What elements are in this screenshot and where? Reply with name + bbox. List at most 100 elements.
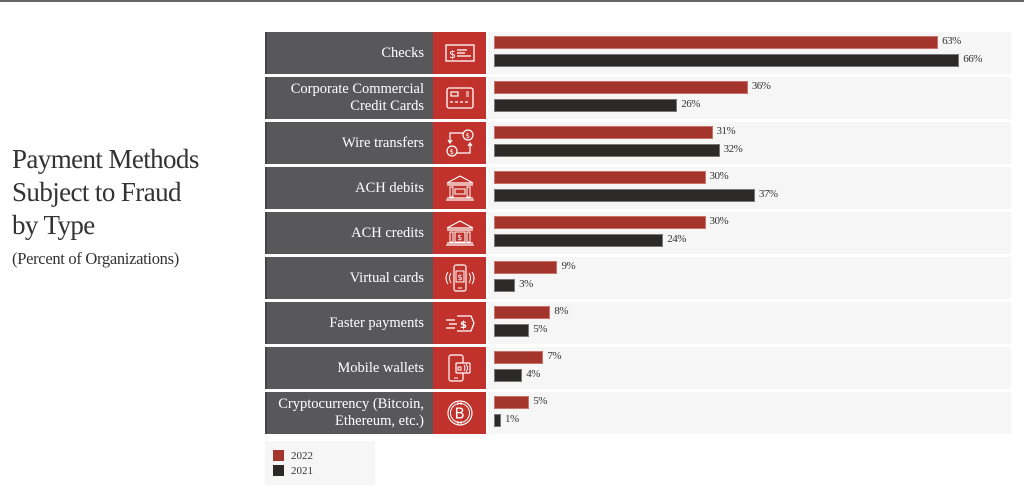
category-label: ACH credits: [265, 212, 433, 254]
legend: 2022 2021: [265, 441, 375, 485]
bar-panel: 7% 4%: [488, 347, 1011, 389]
category-label: Cryptocurrency (Bitcoin, Ethereum, etc.): [265, 392, 433, 434]
bar-panel: 5% 1%: [488, 392, 1011, 434]
value-label-2021: 26%: [681, 98, 700, 110]
phone-payment-icon: $: [433, 257, 486, 299]
bitcoin-icon: B: [433, 392, 486, 434]
value-label-2021: 3%: [519, 278, 533, 290]
svg-text:$: $: [449, 48, 456, 61]
category-label: Wire transfers: [265, 122, 433, 164]
value-label-2022: 9%: [561, 260, 576, 272]
chart-row: Faster payments $8% 5%: [265, 302, 1011, 344]
bar-2021: [494, 54, 960, 67]
bank-dollar-icon: $: [433, 212, 486, 254]
bar-2021: [494, 414, 502, 427]
title-line-3: by Type: [12, 210, 95, 240]
svg-text:$: $: [460, 320, 467, 331]
value-label-2022: 36%: [751, 80, 771, 92]
value-label-2021: 5%: [533, 323, 547, 335]
category-label-line: Checks: [381, 44, 424, 61]
bar-2022: [494, 126, 713, 139]
bar-2022: [494, 306, 551, 319]
bar-2021: [494, 99, 678, 112]
value-label-2021: 37%: [758, 188, 778, 200]
legend-swatch-2021: [273, 465, 284, 476]
value-label-2021: 66%: [963, 53, 982, 65]
bar-2021: [494, 144, 720, 157]
category-label-line: Virtual cards: [349, 269, 424, 286]
chart-row: Corporate Commercial Credit Cards 36% 26%: [265, 77, 1011, 119]
bar-2022: [494, 81, 748, 94]
category-label: Virtual cards: [265, 257, 433, 299]
bar-panel: 63% 66%: [488, 32, 1011, 74]
bar-2022: [494, 171, 706, 184]
title-line-2: Subject to Fraud: [12, 177, 181, 207]
value-label-2022: 8%: [554, 305, 569, 317]
mobile-wallet-icon: [433, 347, 486, 389]
legend-swatch-2022: [273, 450, 284, 461]
bar-panel: 8% 5%: [488, 302, 1011, 344]
value-label-2021: 4%: [526, 368, 540, 380]
title-line-1: Payment Methods: [12, 144, 199, 174]
bar-2022: [494, 261, 558, 274]
bank-icon: [433, 167, 486, 209]
bar-2021: [494, 369, 523, 382]
credit-card-icon: [433, 77, 486, 119]
fast-money-icon: $: [433, 302, 486, 344]
category-label: Faster payments: [265, 302, 433, 344]
category-label-line: Credit Cards: [350, 98, 424, 114]
bar-2021: [494, 324, 530, 337]
legend-label-2022: 2022: [291, 449, 313, 462]
svg-text:$: $: [457, 233, 462, 242]
chart-row: ACH credits $30% 24%: [265, 212, 1011, 254]
category-label-line: Wire transfers: [342, 134, 424, 151]
svg-text:$: $: [449, 148, 453, 156]
wire-transfer-icon: $ $: [433, 122, 486, 164]
value-label-2021: 24%: [667, 233, 686, 245]
value-label-2022: 30%: [709, 170, 729, 182]
chart-row: Wire transfers $ $31% 32%: [265, 122, 1011, 164]
category-label-line: Ethereum, etc.): [335, 413, 424, 429]
category-label-line: Faster payments: [329, 314, 424, 331]
legend-item-2021: 2021: [273, 463, 375, 478]
bar-panel: 36% 26%: [488, 77, 1011, 119]
bar-panel: 9% 3%: [488, 257, 1011, 299]
chart-row: Virtual cards $9% 3%: [265, 257, 1011, 299]
value-label-2022: 31%: [716, 125, 736, 137]
chart-subtitle: (Percent of Organizations): [12, 249, 179, 268]
bar-panel: 30% 24%: [488, 212, 1011, 254]
chart-title: Payment Methods Subject to Fraud by Type: [12, 143, 252, 242]
legend-item-2022: 2022: [273, 448, 375, 463]
bar-chart: Checks $63% 66% Corporate Commercial Credit …: [265, 32, 1011, 437]
title-block: Payment Methods Subject to Fraud by Type…: [12, 143, 252, 270]
legend-label-2021: 2021: [291, 464, 313, 477]
check-icon: $: [433, 32, 486, 74]
chart-row: Mobile wallets 7% 4%: [265, 347, 1011, 389]
bar-panel: 30% 37%: [488, 167, 1011, 209]
bar-2021: [494, 279, 516, 292]
value-label-2021: 32%: [723, 143, 743, 155]
bar-2022: [494, 216, 706, 229]
svg-text:$: $: [457, 273, 462, 282]
bar-2021: [494, 234, 664, 247]
category-label-line: Mobile wallets: [337, 359, 424, 376]
value-label-2021: 1%: [505, 413, 519, 425]
category-label: ACH debits: [265, 167, 433, 209]
bar-2022: [494, 351, 544, 364]
category-label: Mobile wallets: [265, 347, 433, 389]
bar-2021: [494, 189, 755, 202]
category-label: Corporate Commercial Credit Cards: [265, 77, 433, 119]
chart-row: Cryptocurrency (Bitcoin, Ethereum, etc.) B…: [265, 392, 1011, 434]
top-rule: [0, 0, 1024, 2]
svg-text:B: B: [454, 405, 464, 423]
svg-text:$: $: [465, 132, 469, 140]
chart-row: ACH debits 30% 37%: [265, 167, 1011, 209]
bar-2022: [494, 36, 939, 49]
category-label-line: ACH credits: [351, 224, 424, 241]
category-label-line: ACH debits: [355, 179, 424, 196]
bar-panel: 31% 32%: [488, 122, 1011, 164]
value-label-2022: 5%: [533, 395, 547, 407]
chart-row: Checks $63% 66%: [265, 32, 1011, 74]
bar-2022: [494, 396, 530, 409]
category-label: Checks: [265, 32, 433, 74]
